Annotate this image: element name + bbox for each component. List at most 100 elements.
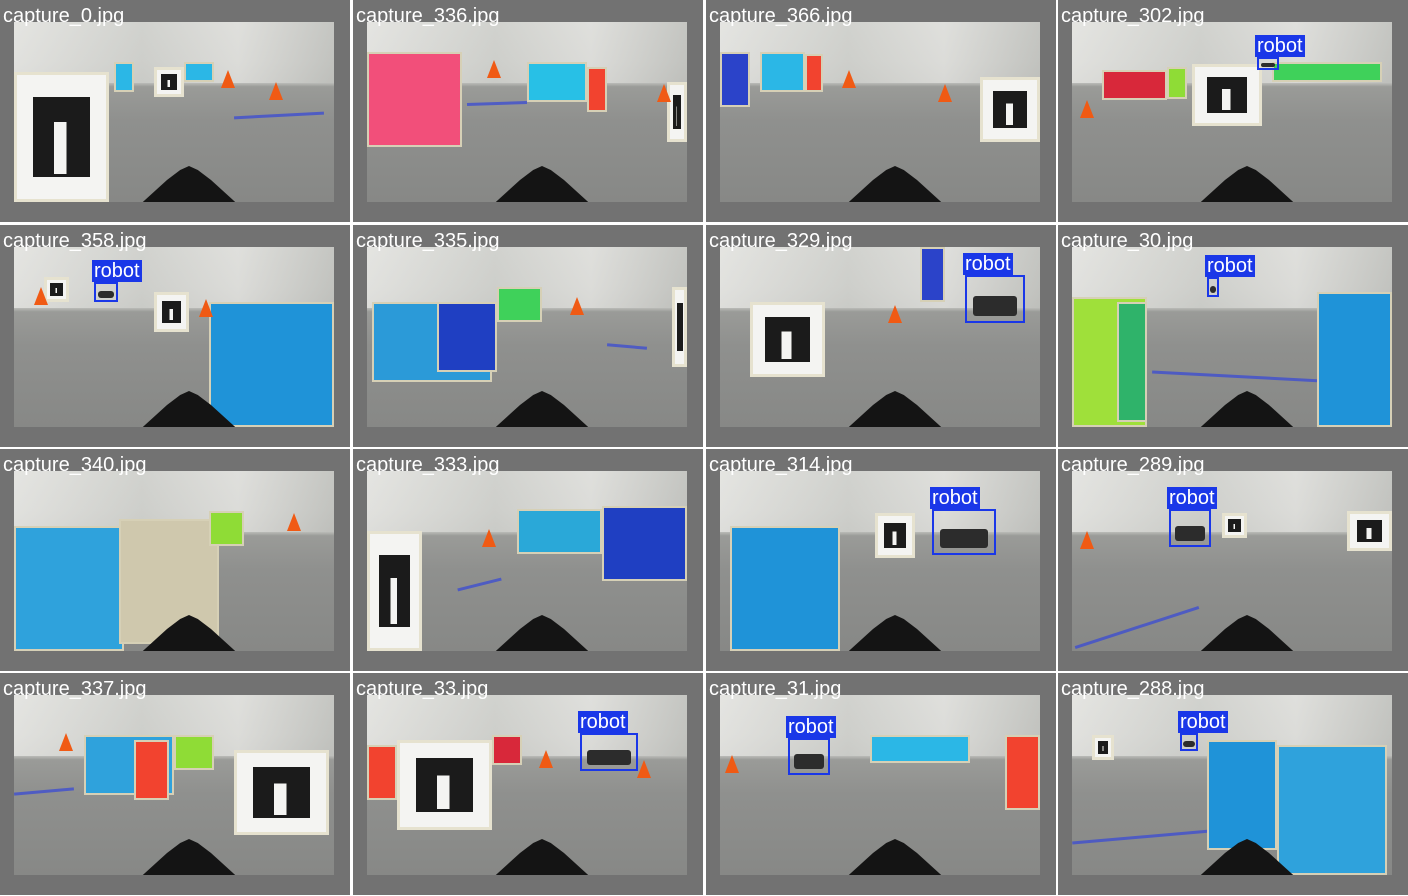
detected-robot: [1174, 525, 1206, 541]
colored-box-obstacle: [805, 54, 823, 92]
image-filename-label: capture_289.jpg: [1061, 454, 1205, 476]
colored-box-obstacle: [14, 526, 124, 651]
ego-vehicle-front: [495, 615, 589, 651]
camera-frame-image: [14, 695, 334, 875]
detection-bounding-box: [94, 282, 118, 302]
colored-box-obstacle: [1117, 302, 1147, 422]
detection-label: robot: [92, 260, 142, 282]
result-tile: capture_333.jpg: [353, 449, 703, 671]
detection-label: robot: [786, 716, 836, 738]
ego-vehicle-front: [495, 166, 589, 202]
floor-tape-line: [457, 577, 502, 592]
ego-vehicle-front: [848, 839, 942, 875]
result-tile: robot capture_30.jpg: [1058, 225, 1408, 447]
detection-label: robot: [1167, 487, 1217, 509]
camera-frame-image: [367, 471, 687, 651]
colored-box-obstacle: [367, 52, 462, 147]
colored-box-obstacle: [1207, 740, 1277, 850]
result-tile: robot capture_289.jpg: [1058, 449, 1408, 671]
fiducial-marker-box: [672, 287, 687, 367]
camera-frame-image: [720, 695, 1040, 875]
colored-box-obstacle: [870, 735, 970, 763]
result-tile: capture_0.jpg: [0, 0, 350, 222]
colored-box-obstacle: [1277, 745, 1387, 875]
ego-vehicle-front: [848, 391, 942, 427]
image-filename-label: capture_302.jpg: [1061, 5, 1205, 27]
detected-robot: [793, 754, 825, 770]
colored-box-obstacle: [119, 519, 219, 644]
image-filename-label: capture_33.jpg: [356, 678, 489, 700]
ego-vehicle-front: [142, 166, 236, 202]
colored-box-obstacle: [527, 62, 587, 102]
ego-vehicle-front: [1200, 391, 1294, 427]
image-filename-label: capture_0.jpg: [3, 5, 125, 27]
detected-robot: [940, 529, 988, 548]
ego-vehicle-front: [495, 839, 589, 875]
floor-tape-line: [1152, 370, 1322, 383]
fiducial-marker-box: [750, 302, 825, 377]
image-filename-label: capture_288.jpg: [1061, 678, 1205, 700]
camera-frame-image: [720, 471, 1040, 651]
fiducial-marker-box: [154, 67, 184, 97]
image-filename-label: capture_329.jpg: [709, 230, 853, 252]
colored-box-obstacle: [920, 247, 945, 302]
camera-frame-image: [367, 22, 687, 202]
result-tile: robot capture_33.jpg: [353, 673, 703, 895]
result-tile: robot capture_314.jpg: [706, 449, 1056, 671]
colored-box-obstacle: [114, 62, 134, 92]
colored-box-obstacle: [1317, 292, 1392, 427]
fiducial-marker-box: [1222, 513, 1247, 538]
detection-label: robot: [1178, 711, 1228, 733]
floor-tape-line: [233, 111, 325, 120]
image-filename-label: capture_358.jpg: [3, 230, 147, 252]
camera-frame-image: [14, 247, 334, 427]
fiducial-marker-box: [1192, 64, 1262, 126]
camera-frame-image: [1072, 22, 1392, 202]
colored-box-obstacle: [209, 511, 244, 546]
detected-robot: [1183, 741, 1195, 748]
detection-bounding-box: [1169, 509, 1211, 547]
detection-label: robot: [930, 487, 980, 509]
detection-bounding-box: [1180, 733, 1198, 751]
image-filename-label: capture_314.jpg: [709, 454, 853, 476]
fiducial-marker-box: [1347, 511, 1392, 551]
colored-box-obstacle: [730, 526, 840, 651]
fiducial-marker-box: [154, 292, 189, 332]
image-filename-label: capture_366.jpg: [709, 5, 853, 27]
traffic-cone: [725, 755, 739, 773]
colored-box-obstacle: [1167, 67, 1187, 99]
fiducial-marker-box: [1092, 735, 1114, 760]
colored-box-obstacle: [517, 509, 602, 554]
colored-box-obstacle: [184, 62, 214, 82]
colored-box-obstacle: [602, 506, 687, 581]
detection-bounding-box: [1257, 57, 1279, 70]
result-tile: capture_336.jpg: [353, 0, 703, 222]
detection-label: robot: [1255, 35, 1305, 57]
camera-frame-image: [14, 22, 334, 202]
colored-box-obstacle: [134, 740, 169, 800]
image-filename-label: capture_31.jpg: [709, 678, 842, 700]
ego-vehicle-front: [495, 391, 589, 427]
ego-vehicle-front: [142, 839, 236, 875]
result-tile: robot capture_329.jpg: [706, 225, 1056, 447]
ego-vehicle-front: [1200, 615, 1294, 651]
result-tile: robot capture_358.jpg: [0, 225, 350, 447]
result-tile: capture_340.jpg: [0, 449, 350, 671]
result-tile: robot capture_31.jpg: [706, 673, 1056, 895]
colored-box-obstacle: [174, 735, 214, 770]
colored-box-obstacle: [492, 735, 522, 765]
image-filename-label: capture_337.jpg: [3, 678, 147, 700]
floor-tape-line: [606, 343, 648, 350]
fiducial-marker-box: [44, 277, 69, 302]
fiducial-marker-box: [397, 740, 492, 830]
result-tile: robot capture_288.jpg: [1058, 673, 1408, 895]
detection-label: robot: [578, 711, 628, 733]
colored-box-obstacle: [1005, 735, 1040, 810]
detection-bounding-box: [580, 733, 638, 771]
traffic-cone: [1080, 100, 1094, 118]
result-tile: robot capture_302.jpg: [1058, 0, 1408, 222]
fiducial-marker-box: [367, 531, 422, 651]
colored-box-obstacle: [1102, 70, 1167, 100]
colored-box-obstacle: [760, 52, 805, 92]
